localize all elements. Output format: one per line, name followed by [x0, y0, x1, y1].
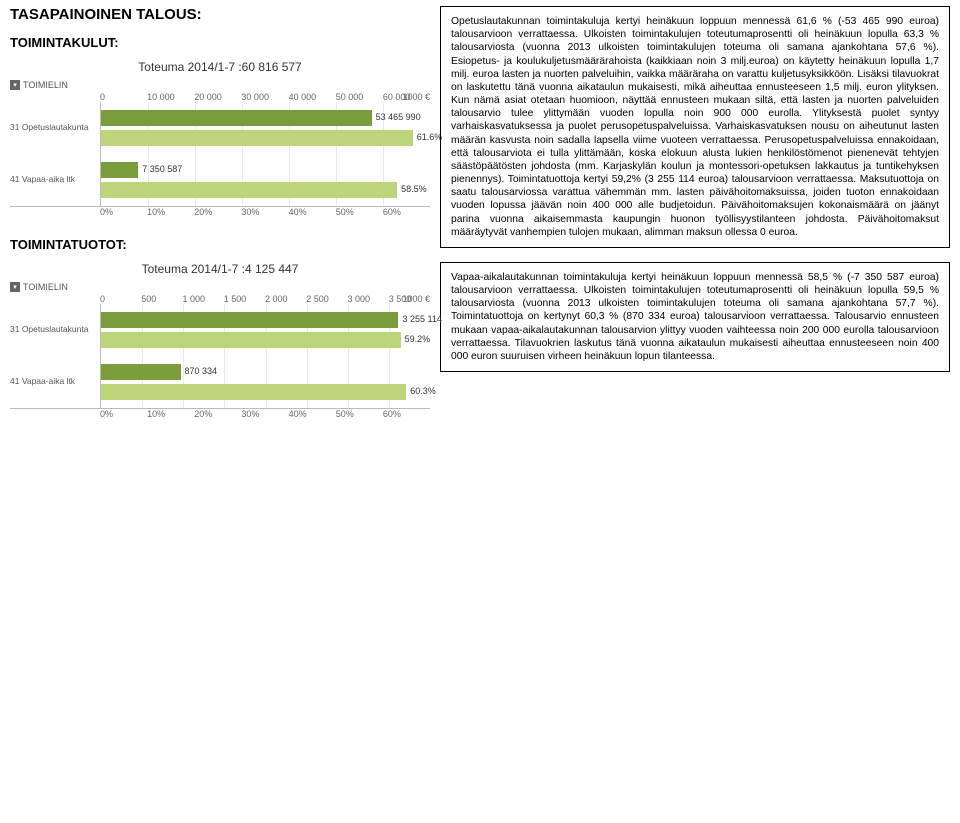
value-bar-label: 53 465 990 [376, 112, 421, 122]
chart-row: 31 Opetuslautakunta3 255 11459.2% [10, 304, 430, 356]
axis-tick: 60% [383, 207, 430, 217]
percent-bar [101, 384, 406, 400]
chart2-unit: 1000 € [402, 294, 430, 304]
axis-tick: 40% [289, 207, 336, 217]
axis-tick: 2 000 [265, 294, 306, 304]
percent-bar [101, 332, 401, 348]
chart1-unit: 1000 € [402, 92, 430, 102]
axis-tick: 40 000 [289, 92, 336, 102]
chart-toimintakulut: Toteuma 2014/1-7 :60 816 577 ▾ TOIMIELIN… [10, 60, 430, 217]
axis-tick: 60% [383, 409, 430, 419]
chart-row-bars: 53 465 99061.6% [100, 102, 430, 154]
percent-bar [101, 182, 397, 198]
section-title-kulut: TOIMINTAKULUT: [10, 35, 430, 50]
chart-row-label: 41 Vapaa-aika ltk [10, 377, 100, 386]
chart2-toimielin-control[interactable]: ▾ TOIMIELIN [10, 282, 430, 292]
chart1-toimielin-control[interactable]: ▾ TOIMIELIN [10, 80, 430, 90]
axis-tick: 10% [147, 409, 194, 419]
axis-tick: 0% [100, 409, 147, 419]
axis-tick: 0 [100, 294, 141, 304]
chart1-caption: Toteuma 2014/1-7 :60 816 577 [10, 60, 430, 74]
axis-tick: 0 [100, 92, 147, 102]
chevron-down-icon: ▾ [10, 282, 20, 292]
axis-tick: 30 000 [241, 92, 288, 102]
axis-tick: 3 000 [348, 294, 389, 304]
chart-row-bars: 870 33460.3% [100, 356, 430, 408]
text-box-1: Opetuslautakunnan toimintakuluja kertyi … [440, 6, 950, 248]
axis-tick: 50% [336, 409, 383, 419]
chart-row: 41 Vapaa-aika ltk 7 350 587 58.5% [10, 154, 430, 206]
percent-bar-label: 61.6% [417, 132, 443, 142]
axis-tick: 10% [147, 207, 194, 217]
axis-tick: 20% [194, 409, 241, 419]
value-bar-label: 870 334 [185, 366, 218, 376]
chart-row-label: 31 Opetuslautakunta [10, 325, 100, 334]
axis-tick: 20% [194, 207, 241, 217]
percent-bar-label: 59.2% [405, 334, 431, 344]
axis-tick: 20 000 [194, 92, 241, 102]
value-bar [101, 110, 372, 126]
chevron-down-icon: ▾ [10, 80, 20, 90]
left-column: TASAPAINOINEN TALOUS: TOIMINTAKULUT: Tot… [10, 6, 430, 439]
value-bar [101, 162, 138, 178]
chart2-caption: Toteuma 2014/1-7 :4 125 447 [10, 262, 430, 276]
text-box-2: Vapaa-aikalautakunnan toimintakuluja ker… [440, 262, 950, 372]
axis-tick: 1 000 [183, 294, 224, 304]
axis-tick: 40% [289, 409, 336, 419]
value-bar [101, 312, 398, 328]
axis-tick: 500 [141, 294, 182, 304]
chart-row-bars: 7 350 587 58.5% [100, 154, 430, 206]
section-title-tuotot: TOIMINTATUOTOT: [10, 237, 430, 252]
chart-row-bars: 3 255 11459.2% [100, 304, 430, 356]
percent-bar [101, 130, 413, 146]
value-bar [101, 364, 181, 380]
axis-tick: 0% [100, 207, 147, 217]
chart-row: 31 Opetuslautakunta53 465 99061.6% [10, 102, 430, 154]
axis-tick: 50% [336, 207, 383, 217]
axis-tick: 1 500 [224, 294, 265, 304]
value-bar-label: 3 255 114 [402, 314, 441, 324]
percent-bar-label: 60.3% [410, 386, 436, 396]
chart-row-label: 41 Vapaa-aika ltk [10, 175, 100, 184]
chart1-toimielin-label: TOIMIELIN [23, 80, 68, 90]
chart-row-label: 31 Opetuslautakunta [10, 123, 100, 132]
value-bar-label: 7 350 587 [142, 164, 182, 174]
chart-toimintatuotot: Toteuma 2014/1-7 :4 125 447 ▾ TOIMIELIN … [10, 262, 430, 419]
percent-bar-label: 58.5% [401, 184, 427, 194]
axis-tick: 10 000 [147, 92, 194, 102]
axis-tick: 50 000 [336, 92, 383, 102]
right-column: Opetuslautakunnan toimintakuluja kertyi … [440, 6, 950, 439]
page-title: TASAPAINOINEN TALOUS: [10, 6, 430, 23]
axis-tick: 30% [241, 207, 288, 217]
axis-tick: 2 500 [306, 294, 347, 304]
chart-row: 41 Vapaa-aika ltk870 33460.3% [10, 356, 430, 408]
axis-tick: 30% [241, 409, 288, 419]
paragraph-1: Opetuslautakunnan toimintakuluja kertyi … [451, 15, 939, 239]
paragraph-2: Vapaa-aikalautakunnan toimintakuluja ker… [451, 271, 939, 363]
chart2-toimielin-label: TOIMIELIN [23, 282, 68, 292]
